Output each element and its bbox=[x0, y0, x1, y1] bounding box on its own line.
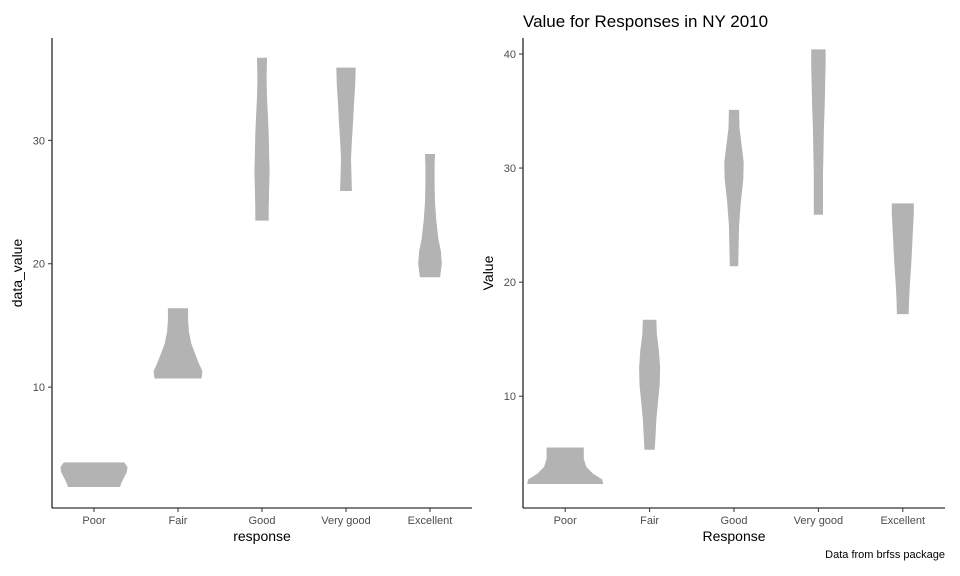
violin-very-good bbox=[811, 49, 826, 215]
x-tick-label: Good bbox=[721, 515, 748, 527]
violin-excellent bbox=[891, 203, 914, 315]
y-tick-label: 20 bbox=[33, 259, 45, 271]
violin-poor bbox=[60, 462, 128, 487]
violin-good bbox=[724, 109, 744, 267]
y-tick-label: 40 bbox=[504, 49, 516, 61]
violin-poor bbox=[527, 447, 604, 484]
violin-excellent bbox=[418, 154, 442, 278]
violin-good bbox=[254, 57, 270, 221]
violin-fair bbox=[639, 319, 661, 450]
violin-fair bbox=[153, 308, 203, 379]
y-axis-title: Value bbox=[480, 255, 496, 290]
x-tick-label: Poor bbox=[82, 515, 106, 527]
y-tick-label: 10 bbox=[504, 391, 516, 403]
caption: Data from brfss package bbox=[825, 549, 945, 561]
y-tick-label: 10 bbox=[33, 382, 45, 394]
chart-panel-2: Poor Fair Good Very good Excellent 10 20 30 40 Re… bbox=[480, 12, 945, 544]
x-axis-title: response bbox=[233, 528, 291, 544]
x-tick-label: Very good bbox=[794, 515, 844, 527]
y-tick-label: 20 bbox=[504, 277, 516, 289]
x-tick-label: Fair bbox=[640, 515, 659, 527]
x-axis-title: Response bbox=[702, 528, 765, 544]
x-tick-label: Poor bbox=[554, 515, 578, 527]
x-tick-label: Excellent bbox=[880, 515, 925, 527]
plot-title: Value for Responses in NY 2010 bbox=[523, 12, 768, 31]
y-axis-title: data_value bbox=[9, 239, 25, 308]
violin-very-good bbox=[336, 67, 356, 191]
x-tick-label: Good bbox=[249, 515, 276, 527]
y-tick-label: 30 bbox=[33, 135, 45, 147]
chart-panel-1: Poor Fair Good Very good Excellent 10 20 30 resp… bbox=[9, 38, 472, 544]
x-tick-label: Very good bbox=[321, 515, 371, 527]
x-tick-label: Excellent bbox=[408, 515, 453, 527]
x-tick-label: Fair bbox=[169, 515, 188, 527]
y-tick-label: 30 bbox=[504, 163, 516, 175]
